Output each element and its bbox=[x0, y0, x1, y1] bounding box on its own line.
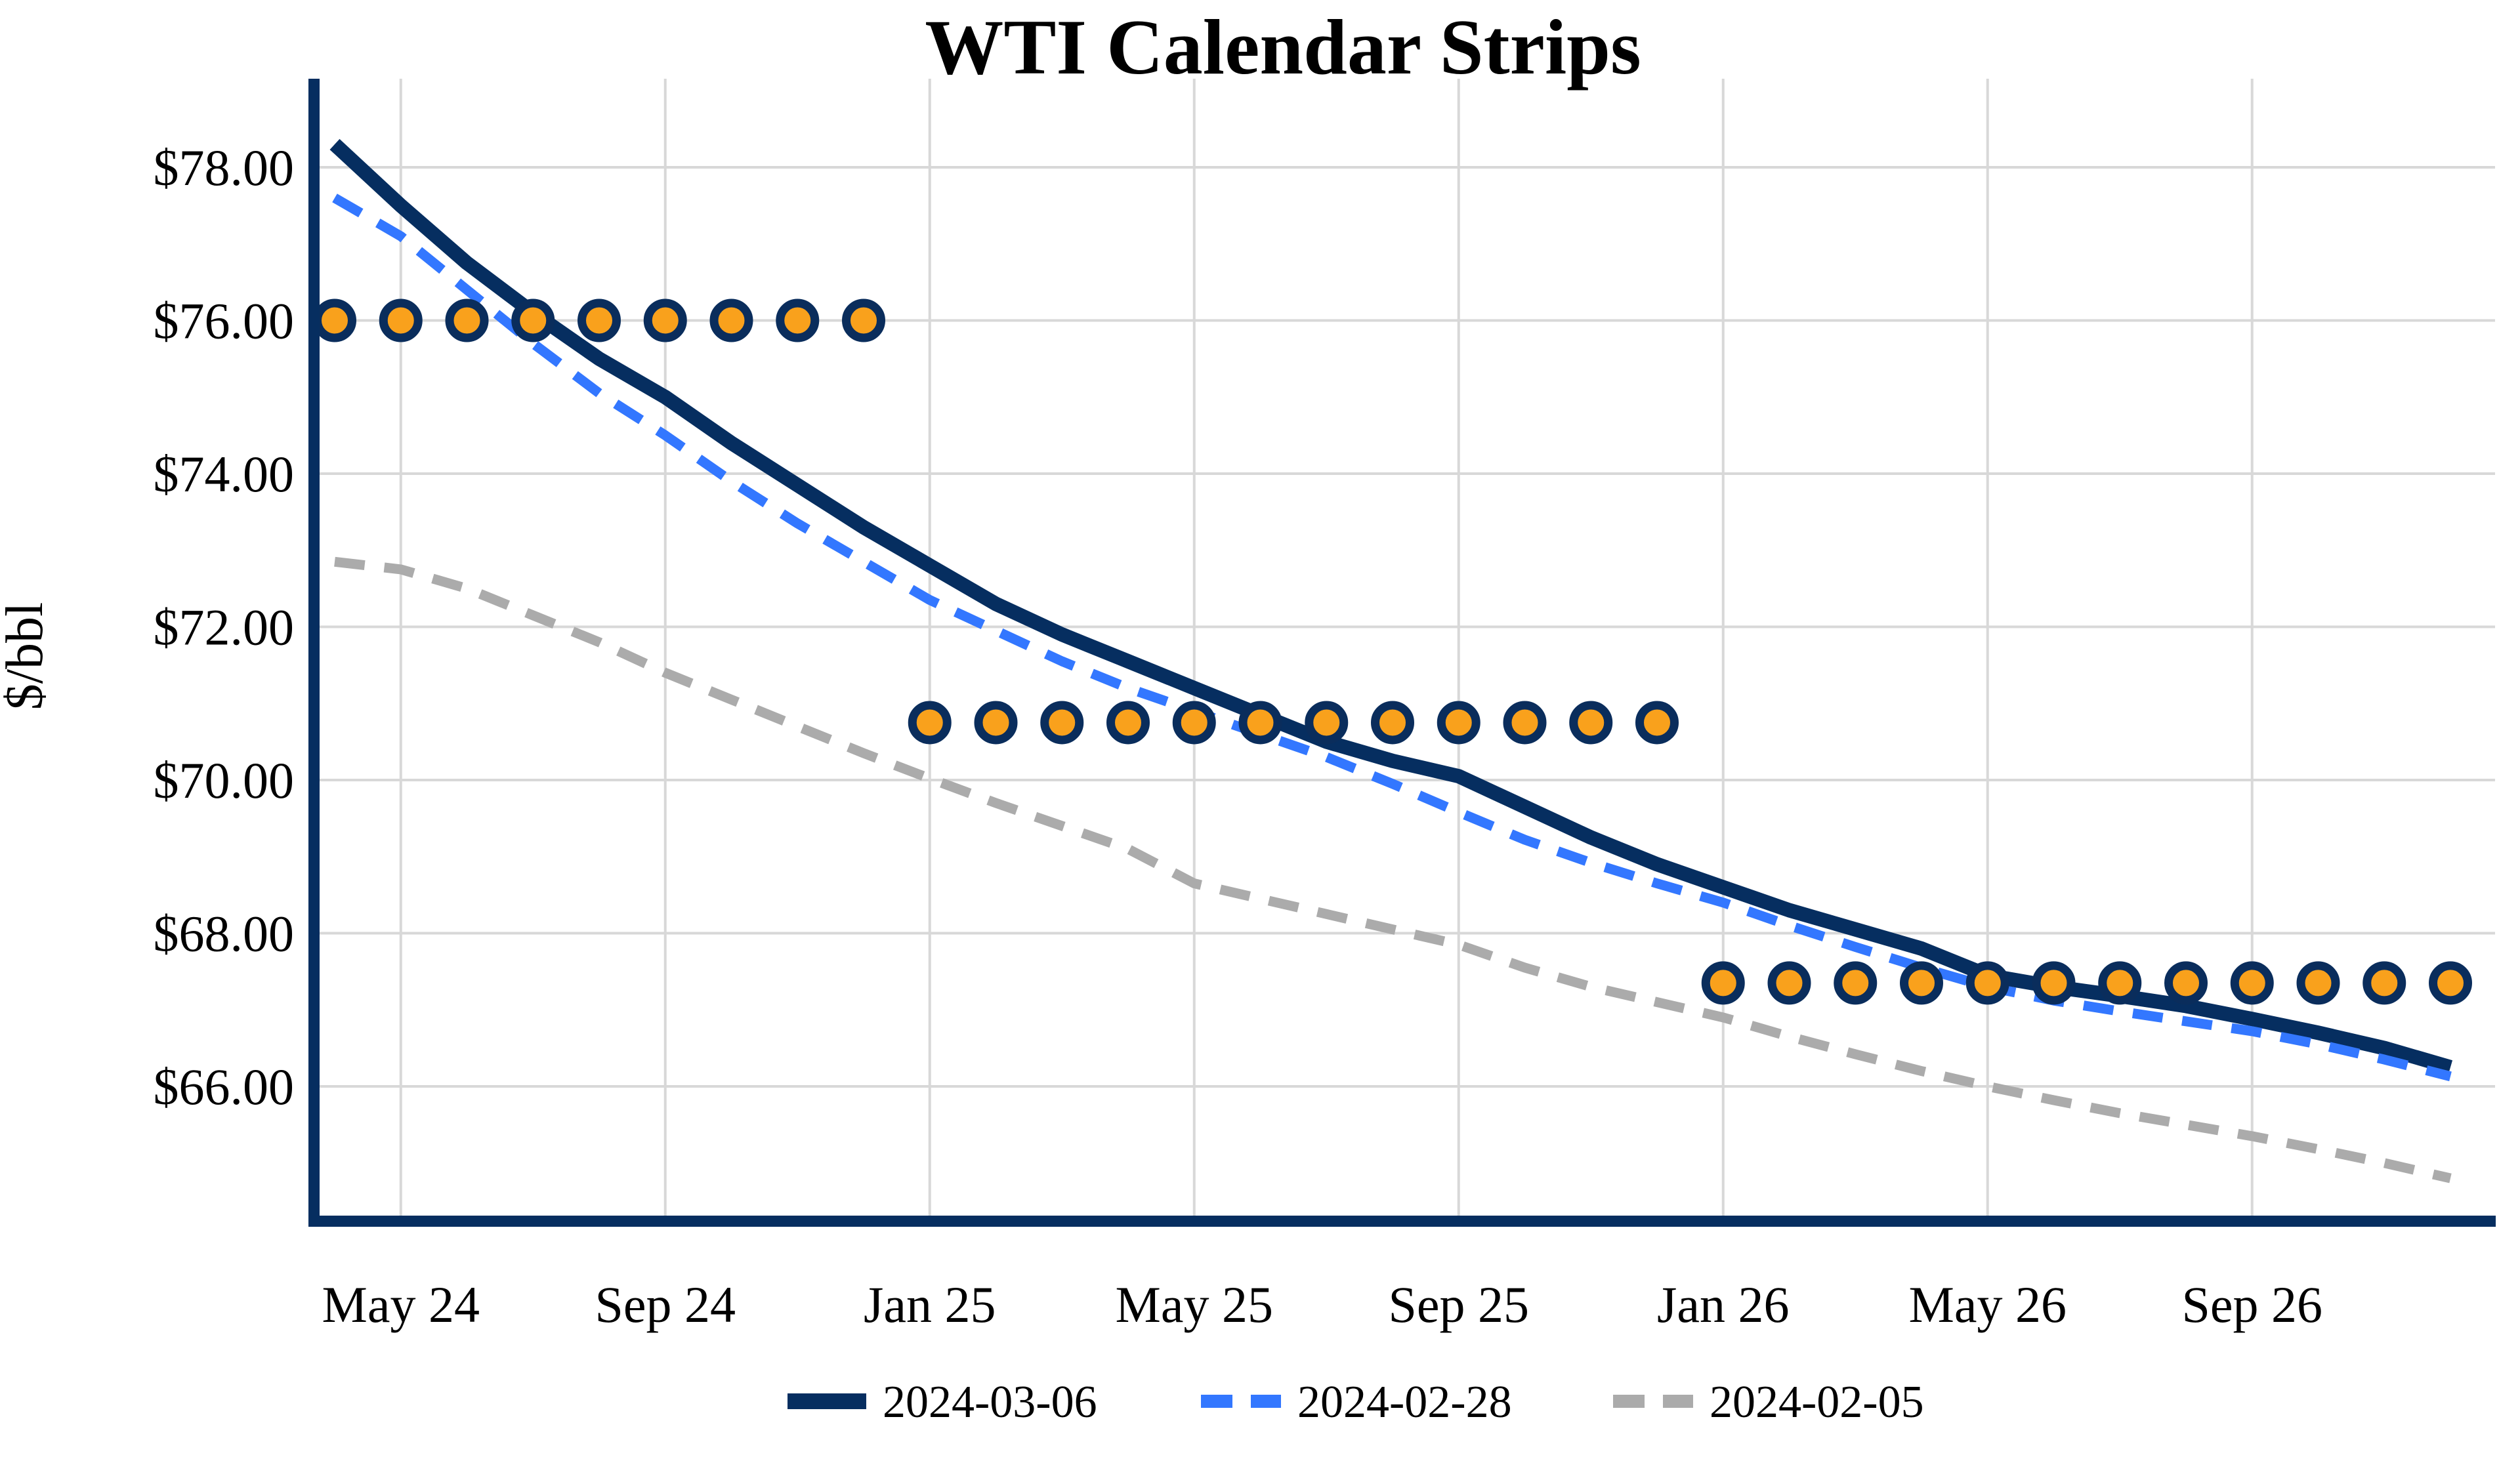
strip-marker-dot bbox=[2032, 961, 2076, 1005]
x-tick-label: May 24 bbox=[322, 1276, 480, 1333]
series-line-2024-03-06 bbox=[329, 138, 2453, 1075]
x-tick-label: Sep 26 bbox=[2182, 1276, 2323, 1333]
strip-marker-dot bbox=[1569, 701, 1613, 745]
strip-marker-dot bbox=[643, 298, 687, 342]
strip-marker-dot bbox=[1106, 701, 1150, 745]
chart-title: WTI Calendar Strips bbox=[925, 3, 1641, 91]
x-tick-label: May 26 bbox=[1909, 1276, 2067, 1333]
strip-marker-dot bbox=[578, 298, 621, 342]
legend-label: 2024-02-05 bbox=[1710, 1377, 1924, 1428]
strip-marker-dot bbox=[1305, 701, 1349, 745]
strip-marker-dot bbox=[2362, 961, 2406, 1005]
strip-marker-dot bbox=[2098, 961, 2142, 1005]
strip-marker-dot bbox=[511, 298, 555, 342]
gridlines bbox=[319, 79, 2495, 1216]
legend-label: 2024-02-28 bbox=[1297, 1377, 1512, 1428]
x-tick-label: May 25 bbox=[1116, 1276, 1273, 1333]
y-tick-label: $66.00 bbox=[154, 1058, 295, 1115]
strip-markers bbox=[313, 298, 2472, 1005]
strip-marker-dot bbox=[313, 298, 356, 342]
legend: 2024-03-06 2024-02-28 2024-02-05 bbox=[788, 1377, 1924, 1428]
series-line-2024-02-28 bbox=[332, 194, 2452, 1082]
strip-marker-dot bbox=[2164, 961, 2208, 1005]
y-axis-line bbox=[308, 79, 320, 1227]
x-axis-line bbox=[308, 1216, 2496, 1227]
y-tick-label: $78.00 bbox=[154, 139, 295, 196]
strip-marker-dot bbox=[1635, 701, 1679, 745]
strip-marker-dot bbox=[445, 298, 489, 342]
y-axis-tick-labels: $78.00 $76.00 $74.00 $72.00 $70.00 $68.00 $66.… bbox=[154, 139, 295, 1115]
y-tick-label: $74.00 bbox=[154, 445, 295, 503]
y-tick-label: $72.00 bbox=[154, 599, 295, 656]
strip-marker-dot bbox=[1172, 701, 1216, 745]
series-line-2024-02-05 bbox=[334, 556, 2452, 1183]
y-tick-label: $70.00 bbox=[154, 752, 295, 809]
strip-marker-dot bbox=[908, 701, 952, 745]
strip-marker-dot bbox=[1371, 701, 1414, 745]
strip-marker-dot bbox=[2429, 961, 2472, 1005]
strip-marker-dot bbox=[1701, 961, 1745, 1005]
strip-marker-dot bbox=[1238, 701, 1282, 745]
y-tick-label: $76.00 bbox=[154, 293, 295, 350]
strip-marker-dot bbox=[1437, 701, 1480, 745]
x-tick-label: Sep 25 bbox=[1389, 1276, 1530, 1333]
y-tick-label: $68.00 bbox=[154, 905, 295, 962]
strip-marker-dot bbox=[709, 298, 753, 342]
strip-marker-dot bbox=[974, 701, 1018, 745]
strip-marker-dot bbox=[776, 298, 820, 342]
strip-marker-dot bbox=[1900, 961, 1943, 1005]
legend-label: 2024-03-06 bbox=[883, 1377, 1097, 1428]
x-axis-tick-labels: May 24 Sep 24 Jan 25 May 25 Sep 25 Jan 26 May … bbox=[322, 1276, 2322, 1333]
strip-marker-dot bbox=[1767, 961, 1811, 1005]
strip-marker-dot bbox=[2296, 961, 2340, 1005]
strip-marker-dot bbox=[1834, 961, 1878, 1005]
series-lines bbox=[329, 138, 2453, 1183]
strip-marker-dot bbox=[1503, 701, 1547, 745]
x-tick-label: Jan 25 bbox=[864, 1276, 996, 1333]
strip-marker-dot bbox=[1040, 701, 1084, 745]
x-tick-label: Jan 26 bbox=[1657, 1276, 1789, 1333]
y-axis-title: $/bbl bbox=[0, 602, 54, 710]
strip-marker-dot bbox=[1965, 961, 2009, 1005]
strip-marker-dot bbox=[842, 298, 885, 342]
strip-marker-dot bbox=[379, 298, 423, 342]
x-tick-label: Sep 24 bbox=[595, 1276, 736, 1333]
strip-marker-dot bbox=[2230, 961, 2274, 1005]
